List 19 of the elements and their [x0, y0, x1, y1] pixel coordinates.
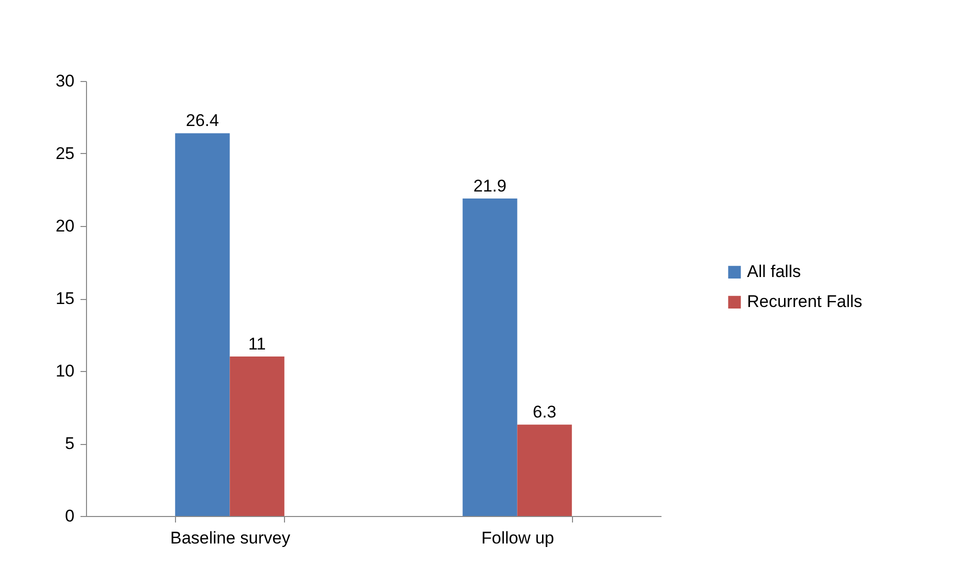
x-tick-label: Follow up — [481, 528, 554, 548]
y-tick-label: 5 — [65, 434, 74, 453]
x-tick-label: Baseline survey — [170, 528, 291, 548]
bar — [230, 356, 284, 516]
data-label: 6.3 — [532, 402, 556, 422]
legend-label: All falls — [747, 262, 801, 282]
data-label: 21.9 — [473, 176, 506, 196]
data-label: 11 — [248, 334, 266, 354]
bar — [175, 133, 230, 516]
y-tick-label: 15 — [56, 289, 74, 308]
legend-label: Recurrent Falls — [747, 292, 862, 312]
bar — [517, 424, 572, 516]
y-tick-label: 25 — [56, 144, 74, 163]
y-tick-label: 10 — [56, 362, 74, 380]
data-label: 26.4 — [186, 111, 219, 130]
bar — [462, 198, 518, 516]
y-tick-label: 30 — [56, 72, 74, 90]
y-tick-label: 0 — [65, 506, 74, 526]
y-tick-label: 20 — [56, 216, 74, 236]
